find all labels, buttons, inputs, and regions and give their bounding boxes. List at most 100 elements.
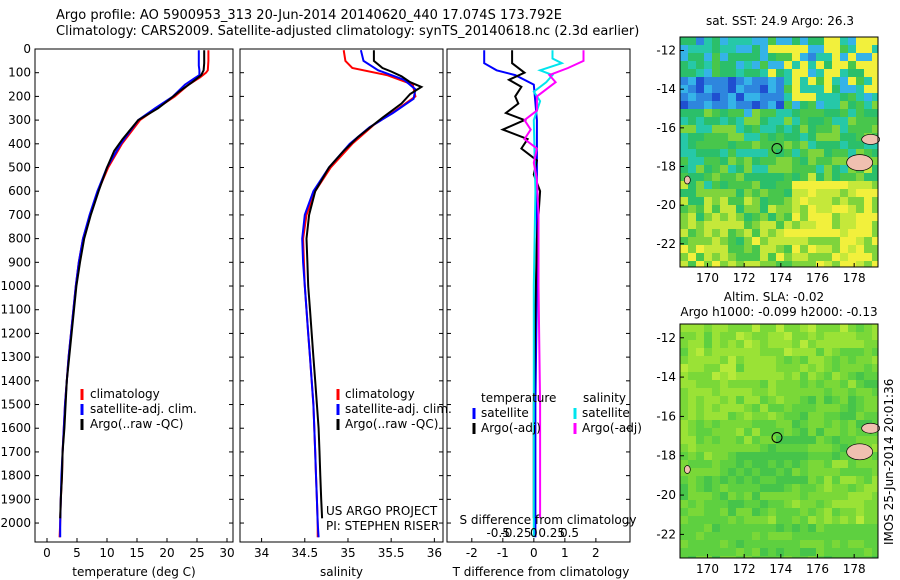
map-cell <box>720 77 728 85</box>
map-cell <box>736 444 744 452</box>
map-cell <box>704 133 712 141</box>
map-cell <box>840 53 848 61</box>
map-cell <box>768 532 776 540</box>
map-cell <box>768 404 776 412</box>
map-cell <box>704 420 712 428</box>
map-cell <box>744 173 752 181</box>
map-cell <box>872 556 878 558</box>
map-cell <box>784 332 792 340</box>
map-cell <box>816 205 824 213</box>
map-cell <box>840 500 848 508</box>
map-cell <box>712 364 720 372</box>
map-cell <box>720 149 728 157</box>
map-cell <box>872 476 878 484</box>
map-cell <box>736 372 744 380</box>
map-cell <box>824 181 832 189</box>
map-cell <box>688 396 696 404</box>
map-cell <box>696 85 704 93</box>
map-cell <box>856 117 864 125</box>
map-cell <box>768 332 776 340</box>
map-cell <box>712 396 720 404</box>
map-cell <box>800 396 808 404</box>
map-cell <box>800 468 808 476</box>
map-cell <box>728 149 736 157</box>
map-cell <box>800 380 808 388</box>
map-cell <box>824 125 832 133</box>
map-cell <box>712 101 720 109</box>
map-cell <box>696 420 704 428</box>
map-cell <box>832 452 840 460</box>
map-cell <box>696 37 704 45</box>
y-tick-label: 200 <box>8 89 31 103</box>
map-cell <box>816 556 824 558</box>
map-cell <box>696 476 704 484</box>
map-cell <box>744 149 752 157</box>
legend-label: Argo(..raw -QC) <box>90 417 183 431</box>
map-cell <box>816 460 824 468</box>
map-cell <box>800 261 808 267</box>
map-cell <box>848 109 856 117</box>
map-cell <box>784 197 792 205</box>
island-shape <box>683 175 691 185</box>
map-cell <box>808 149 816 157</box>
map-cell <box>784 109 792 117</box>
map-cell <box>720 93 728 101</box>
map-cell <box>808 93 816 101</box>
island-shape <box>683 465 691 474</box>
map-cell <box>688 548 696 556</box>
map-cell <box>776 261 784 267</box>
map-cell <box>752 500 760 508</box>
map-cell <box>792 109 800 117</box>
map-cell <box>864 45 872 53</box>
map-cell <box>720 436 728 444</box>
map-cell <box>696 69 704 77</box>
map-cell <box>728 364 736 372</box>
map-cell <box>704 109 712 117</box>
map-cell <box>792 500 800 508</box>
map-cell <box>776 460 784 468</box>
map-cell <box>832 324 840 332</box>
map-cell <box>856 141 864 149</box>
map-cell <box>784 237 792 245</box>
map-cell <box>680 37 688 45</box>
map-cell <box>848 532 856 540</box>
map-cell <box>744 213 752 221</box>
map-cell <box>680 364 688 372</box>
map-cell <box>784 372 792 380</box>
map-cell <box>784 444 792 452</box>
map-cell <box>720 476 728 484</box>
map-cell <box>720 117 728 125</box>
map-cell <box>728 348 736 356</box>
map-cell <box>680 141 688 149</box>
map-cell <box>792 372 800 380</box>
map-cell <box>872 221 878 229</box>
map-cell <box>872 460 878 468</box>
map-cell <box>864 468 872 476</box>
x-tick-label: 25 <box>189 546 204 560</box>
map-cell <box>688 524 696 532</box>
map-cell <box>760 404 768 412</box>
map-cell <box>776 500 784 508</box>
map-cell <box>696 133 704 141</box>
map-cell <box>768 237 776 245</box>
map-cell <box>704 85 712 93</box>
map-cell <box>856 332 864 340</box>
map-cell <box>824 133 832 141</box>
map-cell <box>816 149 824 157</box>
map-cell <box>848 500 856 508</box>
map-cell <box>688 540 696 548</box>
map-cell <box>760 540 768 548</box>
map-cell <box>824 69 832 77</box>
map-cell <box>752 181 760 189</box>
map-cell <box>800 500 808 508</box>
map-cell <box>728 77 736 85</box>
map-cell <box>720 380 728 388</box>
map-cell <box>824 245 832 253</box>
map-cell <box>688 61 696 69</box>
map-cell <box>712 492 720 500</box>
map-cell <box>720 165 728 173</box>
map-cell <box>816 221 824 229</box>
map-cell <box>728 141 736 149</box>
map-cell <box>848 229 856 237</box>
